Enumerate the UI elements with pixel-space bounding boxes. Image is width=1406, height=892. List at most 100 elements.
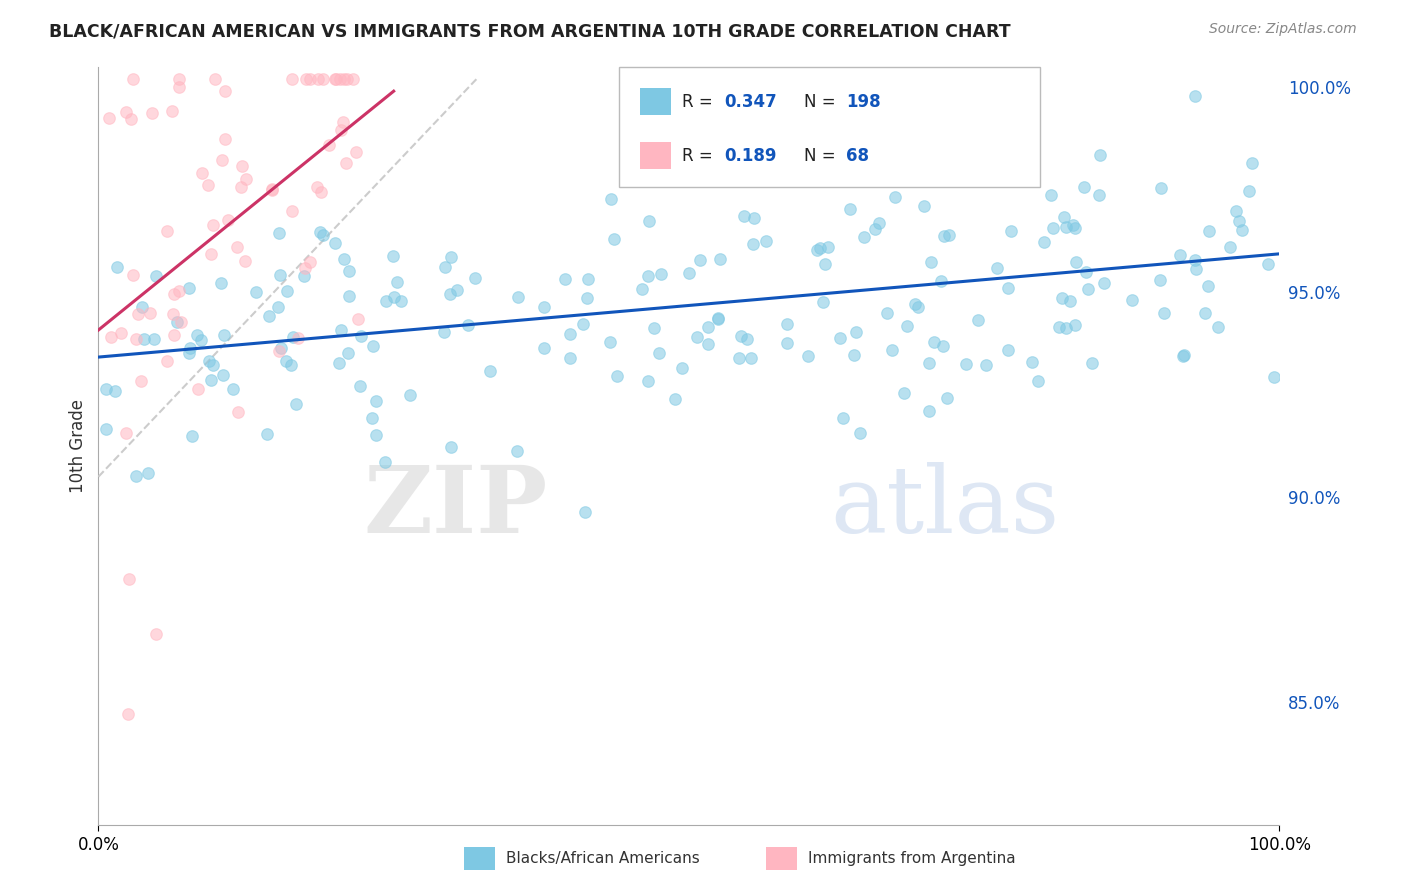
Point [686, 330, 709, 344]
Point [332, 72, 354, 87]
Point [1076, 282, 1098, 296]
Point [1230, 223, 1253, 237]
Point [1073, 180, 1095, 194]
Point [1054, 220, 1077, 235]
Point [231, 159, 253, 173]
Point [578, 271, 600, 285]
Point [292, 269, 315, 284]
Point [129, 374, 152, 388]
Point [1237, 184, 1260, 198]
Point [214, 131, 236, 145]
Point [1059, 293, 1081, 308]
Point [281, 204, 304, 219]
Point [97, 111, 120, 125]
Point [955, 358, 977, 372]
Point [127, 307, 149, 321]
Point [560, 351, 582, 366]
Point [122, 72, 145, 87]
Point [776, 317, 799, 331]
Point [179, 346, 201, 360]
Point [920, 255, 942, 269]
Point [374, 455, 396, 469]
Point [117, 706, 139, 721]
Point [574, 505, 596, 519]
Point [533, 300, 555, 314]
Point [318, 137, 340, 152]
Point [599, 334, 621, 349]
Text: R =: R = [682, 93, 718, 111]
Point [209, 276, 232, 290]
Point [1225, 203, 1247, 218]
Point [974, 358, 997, 372]
Y-axis label: 10th Grade: 10th Grade [69, 399, 87, 493]
Point [160, 103, 183, 118]
Point [839, 202, 862, 217]
Point [307, 72, 329, 87]
Point [806, 243, 828, 257]
Point [740, 351, 762, 365]
Point [1263, 370, 1285, 384]
Point [329, 72, 352, 87]
Point [433, 325, 456, 339]
Point [118, 572, 141, 586]
Point [179, 341, 201, 355]
Point [1168, 247, 1191, 261]
Point [281, 330, 304, 344]
Point [197, 178, 219, 192]
Point [678, 266, 700, 280]
Point [96, 382, 118, 396]
Point [363, 339, 385, 353]
Point [828, 330, 851, 344]
Point [298, 255, 321, 269]
Point [312, 72, 335, 87]
Point [125, 332, 148, 346]
Point [1076, 265, 1098, 279]
Point [399, 388, 422, 402]
Point [844, 347, 866, 361]
Point [997, 281, 1019, 295]
Point [863, 222, 886, 236]
Point [707, 311, 730, 326]
Point [233, 253, 256, 268]
Text: 0.347: 0.347 [724, 93, 778, 111]
Point [1021, 355, 1043, 369]
Point [689, 253, 711, 268]
Point [967, 313, 990, 327]
Point [235, 172, 257, 186]
Point [132, 333, 155, 347]
Point [105, 260, 128, 274]
Point [269, 226, 291, 240]
Point [603, 232, 626, 246]
Point [211, 153, 233, 168]
Point [342, 72, 364, 87]
Point [1149, 272, 1171, 286]
Point [136, 466, 159, 480]
Point [901, 134, 924, 148]
Point [576, 291, 599, 305]
Point [440, 250, 463, 264]
Point [337, 264, 360, 278]
Point [114, 425, 136, 440]
Point [742, 211, 765, 226]
Point [1194, 305, 1216, 319]
Point [190, 166, 212, 180]
Point [222, 383, 245, 397]
Point [934, 228, 956, 243]
Point [1206, 319, 1229, 334]
Text: 68: 68 [846, 147, 869, 165]
Point [876, 306, 898, 320]
Point [1080, 356, 1102, 370]
Point [285, 397, 308, 411]
Point [307, 180, 329, 194]
Point [1000, 224, 1022, 238]
Point [212, 368, 235, 382]
Point [638, 213, 661, 227]
Point [120, 112, 142, 126]
Point [361, 410, 384, 425]
Point [1150, 181, 1173, 195]
Point [198, 353, 221, 368]
Point [664, 392, 686, 407]
Point [506, 444, 529, 458]
Point [637, 375, 659, 389]
Point [1028, 374, 1050, 388]
